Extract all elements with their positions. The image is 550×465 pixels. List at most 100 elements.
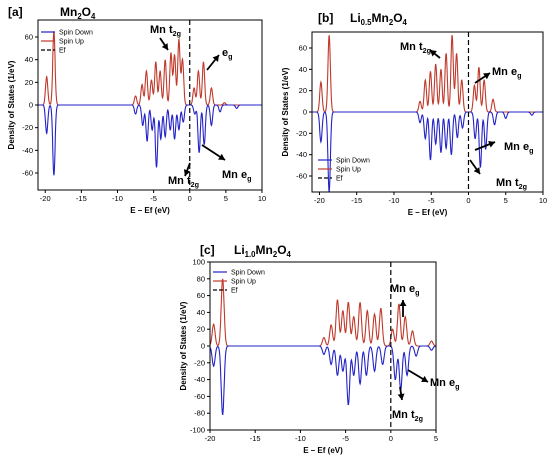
panel-title: Li0.5Mn2O4 xyxy=(350,11,408,27)
orbital-annotation: Mn eg xyxy=(504,141,533,155)
y-tick-label: -40 xyxy=(22,146,33,155)
series-line-spin-down xyxy=(38,104,262,176)
legend-entry: Ef xyxy=(59,48,66,55)
orbital-annotation: Mn eg xyxy=(430,377,459,391)
y-tick-label: 60 xyxy=(25,33,33,42)
panel-label: [b] xyxy=(318,11,333,25)
x-tick-label: 5 xyxy=(504,196,508,205)
y-axis-label: Density of States (1/eV) xyxy=(179,301,188,390)
x-axis-label: E – Ef (eV) xyxy=(130,206,170,215)
x-axis-label: E – Ef (eV) xyxy=(408,208,448,217)
annotation-arrow-head xyxy=(397,393,405,400)
annotation-arrow-head xyxy=(183,169,191,176)
y-tick-label: -60 xyxy=(194,392,205,401)
annotation-arrow-head xyxy=(218,153,225,160)
x-tick-label: -15 xyxy=(76,194,87,203)
y-tick-label: 80 xyxy=(197,274,205,283)
x-tick-label: -10 xyxy=(112,194,123,203)
orbital-annotation: Mn eg xyxy=(492,66,521,80)
x-tick-label: 5 xyxy=(434,434,438,443)
annotation-arrow-head xyxy=(399,300,407,306)
dos-panel-1: -20 -15 -10 -5 0 5 10 -60 -40 -20 0 20 40 60 E – Ef (e… xyxy=(7,19,266,215)
y-tick-label: -20 xyxy=(22,123,33,132)
orbital-annotation: Mn t2g xyxy=(496,177,527,191)
annotation-arrow-head xyxy=(212,55,219,62)
panel-label: [c] xyxy=(200,243,215,257)
orbital-annotation: Mn eg xyxy=(390,283,419,297)
orbital-annotation-arrow xyxy=(159,37,169,51)
series-line-spin-down xyxy=(209,345,437,416)
panel-title: Mn2O4 xyxy=(60,5,96,21)
y-tick-label: -80 xyxy=(194,409,205,418)
x-tick-label: 0 xyxy=(466,196,470,205)
panel-title: Li1.0Mn2O4 xyxy=(234,243,292,259)
x-tick-label: -20 xyxy=(205,434,216,443)
orbital-annotation: Mn t2g xyxy=(392,409,423,423)
annotation-arrow-head xyxy=(483,73,490,80)
y-tick-label: -20 xyxy=(194,358,205,367)
orbital-annotation-arrow xyxy=(407,369,429,383)
annotation-arrow-head xyxy=(430,50,437,57)
x-tick-label: -10 xyxy=(295,434,306,443)
annotation-arrow-head xyxy=(488,140,495,148)
legend-entry: Ef xyxy=(231,288,238,295)
orbital-annotation-arrow xyxy=(399,300,407,317)
y-tick-label: -40 xyxy=(194,375,205,384)
y-tick-label: -60 xyxy=(296,172,307,181)
y-tick-label: 20 xyxy=(25,78,33,87)
orbital-annotation-arrow xyxy=(469,159,481,175)
x-tick-label: -20 xyxy=(314,196,325,205)
y-tick-label: 40 xyxy=(25,55,33,64)
x-tick-label: -15 xyxy=(250,434,261,443)
orbital-annotation-arrow xyxy=(429,49,441,59)
orbital-annotation-arrow xyxy=(474,72,491,84)
annotation-arrow-head xyxy=(421,375,428,382)
x-tick-label: -20 xyxy=(40,194,51,203)
annotation-arrow-head xyxy=(473,167,480,174)
x-tick-label: 0 xyxy=(389,434,393,443)
y-tick-label: -60 xyxy=(22,169,33,178)
orbital-annotation: Mn t2g xyxy=(400,41,431,55)
annotation-arrow-head xyxy=(161,43,168,50)
legend-entry: Spin Down xyxy=(59,30,93,37)
orbital-annotation: eg xyxy=(222,47,233,61)
orbital-annotation-arrow xyxy=(201,144,226,161)
y-tick-label: 60 xyxy=(299,44,307,53)
legend: Spin Down Spin Up Ef xyxy=(41,30,93,55)
legend-entry: Spin Down xyxy=(336,158,370,165)
orbital-annotation-arrow xyxy=(183,162,191,177)
y-axis-label: Density of States (1/eV) xyxy=(281,67,290,156)
panel-label: [a] xyxy=(8,5,23,19)
x-tick-label: 10 xyxy=(258,194,266,203)
y-tick-label: 0 xyxy=(29,101,33,110)
orbital-annotation-arrow xyxy=(474,140,496,151)
y-tick-label: 100 xyxy=(192,258,205,267)
dos-panel-2: -20 -15 -10 -5 0 5 10 -60 -40 -20 0 20 40 60 E – Ef (e… xyxy=(281,31,547,217)
y-tick-label: 40 xyxy=(197,308,205,317)
orbital-annotation: Mn eg xyxy=(222,169,251,183)
legend-entry: Ef xyxy=(336,176,343,183)
x-tick-label: 0 xyxy=(188,194,192,203)
legend: Spin Down Spin Up Ef xyxy=(213,270,265,295)
x-axis-label: E – Ef (eV) xyxy=(303,446,343,455)
y-tick-label: 0 xyxy=(201,342,205,351)
y-tick-label: 60 xyxy=(197,291,205,300)
x-tick-label: -5 xyxy=(428,196,435,205)
y-axis-label: Density of States (1/eV) xyxy=(7,60,16,149)
orbital-annotation-arrow xyxy=(206,54,220,71)
orbital-annotation-arrow xyxy=(397,386,405,401)
y-tick-label: -40 xyxy=(296,150,307,159)
y-tick-label: 20 xyxy=(299,86,307,95)
x-tick-label: -15 xyxy=(351,196,362,205)
legend-entry: Spin Up xyxy=(59,39,84,46)
legend-entry: Spin Down xyxy=(231,270,265,277)
y-tick-label: 0 xyxy=(303,108,307,117)
y-tick-label: -20 xyxy=(296,129,307,138)
legend: Spin Down Spin Up Ef xyxy=(318,158,370,183)
legend-entry: Spin Up xyxy=(336,167,361,174)
x-tick-label: -5 xyxy=(150,194,157,203)
dos-panel-3: -20 -15 -10 -5 0 5 -100 -80 -60 -40 -20 0 20 40 60 80 10… xyxy=(179,258,438,456)
legend-entry: Spin Up xyxy=(231,279,256,286)
